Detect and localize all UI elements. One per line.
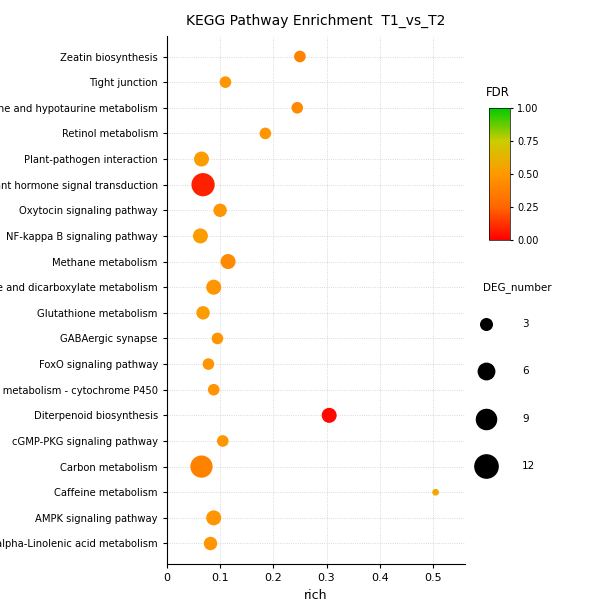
Point — [482, 366, 491, 376]
Text: 12: 12 — [522, 461, 535, 471]
Point — [204, 359, 213, 369]
Point — [215, 205, 225, 215]
Point — [295, 52, 305, 61]
Point — [198, 308, 208, 317]
Text: 9: 9 — [522, 413, 529, 424]
Point — [209, 513, 219, 523]
Point — [206, 539, 215, 548]
Point — [197, 154, 206, 164]
Point — [218, 436, 228, 446]
Text: 3: 3 — [522, 319, 529, 329]
Point — [293, 103, 302, 113]
Point — [195, 231, 205, 241]
Point — [221, 77, 230, 87]
Point — [209, 283, 219, 292]
Point — [482, 461, 491, 471]
Text: FDR: FDR — [486, 86, 510, 99]
Point — [224, 257, 233, 266]
Text: DEG_number: DEG_number — [483, 283, 551, 293]
Point — [213, 334, 222, 343]
Point — [482, 319, 491, 328]
Point — [209, 385, 219, 395]
Point — [197, 462, 206, 472]
Point — [482, 414, 491, 424]
Title: KEGG Pathway Enrichment  T1_vs_T2: KEGG Pathway Enrichment T1_vs_T2 — [186, 14, 446, 28]
Point — [260, 128, 270, 138]
Text: 6: 6 — [522, 366, 529, 376]
X-axis label: rich: rich — [304, 589, 328, 600]
Point — [324, 410, 334, 420]
Point — [431, 487, 440, 497]
Point — [198, 180, 208, 190]
